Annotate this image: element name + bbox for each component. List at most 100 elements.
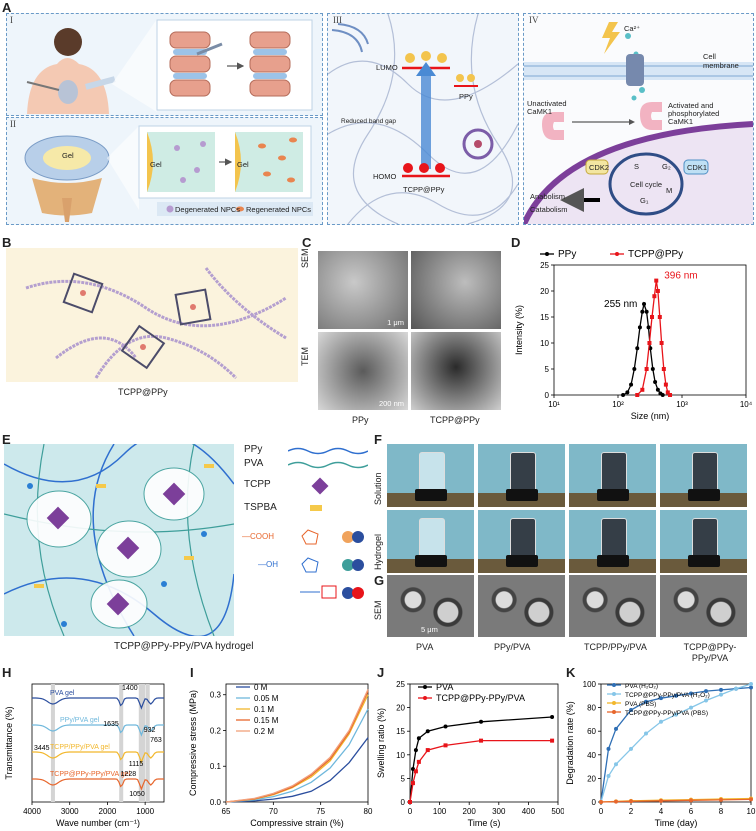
x-tick-label: 0: [408, 807, 413, 816]
y-tick-label: 0: [592, 798, 597, 807]
series-line-0: [622, 301, 664, 396]
data-point: [650, 315, 655, 319]
sem-g-row-label: SEM: [373, 600, 383, 620]
panel-label-k: K: [566, 665, 576, 680]
cooh-group-label: —COOH: [242, 532, 274, 541]
panel-label-j: J: [377, 665, 385, 680]
x-axis-label: Time (day): [655, 818, 698, 828]
data-point: [425, 729, 430, 734]
y-tick-label: 25: [540, 261, 549, 270]
solution-vial-photo: [387, 444, 474, 507]
peak-label: 1400: [122, 685, 138, 692]
x-tick-label: 200: [463, 807, 477, 816]
peak-label: 1635: [103, 721, 119, 728]
trace-tcpp-at-ppy-pva: [32, 778, 164, 791]
legend-label: 0.15 M: [254, 716, 279, 725]
legend-label: 0.2 M: [254, 727, 274, 736]
data-point: [663, 382, 668, 387]
sem-porous-image: [569, 575, 656, 637]
data-point: [632, 367, 637, 371]
y-tick-label: 0.1: [210, 762, 222, 771]
legend-marker: [612, 701, 616, 705]
y-tick-label: 0: [401, 798, 406, 807]
data-point: [629, 799, 633, 804]
data-point: [657, 315, 662, 319]
data-point: [635, 393, 640, 397]
unactivated-label: Unactivated CaMK1: [527, 99, 567, 116]
data-point: [644, 367, 649, 371]
x-tick-label: 400: [522, 807, 536, 816]
x-tick-label: 500: [551, 807, 564, 816]
roman-ii: II: [10, 119, 16, 129]
peak-band: [50, 684, 55, 802]
data-point: [704, 689, 708, 694]
data-point: [408, 800, 412, 804]
data-point: [719, 692, 723, 697]
reduced-gap-label: Reduced band gap: [341, 118, 396, 125]
hydrogel-row-label: Hydrogel: [373, 533, 383, 570]
legend-marker: [612, 683, 616, 687]
y-axis-label: Degradation rate (%): [565, 701, 575, 785]
chart-i: 65 70 75 80 0.0 0.1 0.2 0.3 Compressive strain (…: [188, 683, 373, 828]
x-tick-label: 300: [492, 807, 506, 816]
x-tick-label: 1000: [136, 807, 154, 816]
x-tick-label: 2: [629, 807, 634, 816]
data-point: [606, 774, 611, 779]
panel-label-b: B: [2, 235, 12, 250]
data-point: [654, 278, 659, 283]
x-tick-label: 100: [433, 807, 447, 816]
sample-label-pva: PVA: [416, 642, 434, 652]
data-point: [661, 367, 666, 371]
y-tick-label: 15: [396, 727, 405, 736]
x-axis-label: Size (nm): [631, 411, 670, 421]
roman-i: I: [10, 15, 13, 25]
y-tick-label: 20: [587, 774, 596, 783]
panel-label-e: E: [2, 432, 11, 447]
panel-label-i: I: [190, 665, 194, 680]
cell-membrane-label: Cell membrane: [703, 52, 739, 70]
data-point: [625, 390, 630, 395]
g2-phase-label: G₂: [662, 162, 671, 171]
data-point: [650, 367, 655, 371]
panel-label-f: F: [374, 432, 382, 447]
y-tick-label: 5: [545, 365, 550, 374]
y-tick-label: 20: [396, 704, 405, 713]
data-point: [689, 798, 693, 803]
data-point: [425, 748, 430, 753]
data-point: [479, 738, 484, 743]
panel-c-col1: PPy: [352, 415, 369, 425]
trace-label: TCPP/PPy/PVA gel: [50, 744, 110, 751]
peak-label: 932: [144, 727, 156, 734]
data-point: [550, 715, 555, 720]
tspba-rect-icon: [310, 505, 322, 511]
sem-scale-label: 1 μm: [387, 318, 404, 327]
data-point: [668, 393, 673, 397]
legend-regenerated: Regenerated NPCs: [246, 205, 312, 214]
cdk1-label: CDK1: [687, 163, 708, 172]
trace-label: TCPP@PPy-PPy/PVA gel: [50, 771, 131, 778]
x-tick-label: 10¹: [548, 400, 560, 409]
peak-band: [141, 684, 146, 802]
x-tick-label: 10⁴: [740, 400, 753, 409]
data-point: [665, 390, 670, 395]
legend-label: TCPP@PPy-PPy/PVA (H₂O₂): [625, 692, 710, 699]
calcium-signaling-illustration: [524, 22, 753, 224]
x-tick-label: 80: [364, 807, 373, 816]
data-point: [550, 738, 555, 743]
plot-frame: [31, 683, 165, 803]
data-point: [659, 341, 664, 345]
series-line-1: [600, 683, 752, 803]
y-tick-label: 80: [587, 704, 596, 713]
gel-label-left: Gel: [150, 160, 162, 169]
data-point: [629, 382, 634, 387]
hydrogel-vial-photo: [387, 510, 474, 573]
panel-a-iv-box: IV Ca²⁺ Cell membrane Unactivated CaMK1 …: [523, 13, 754, 225]
tcpp-ppy-label: TCPP@PPy: [403, 185, 445, 194]
lumo-label: LUMO: [376, 63, 398, 72]
panel-label-h: H: [2, 665, 12, 680]
data-point: [614, 762, 618, 767]
tem-scale-label: 200 nm: [378, 399, 404, 408]
y-tick-label: 15: [540, 313, 549, 322]
trace-ppy-pva: [32, 724, 164, 737]
